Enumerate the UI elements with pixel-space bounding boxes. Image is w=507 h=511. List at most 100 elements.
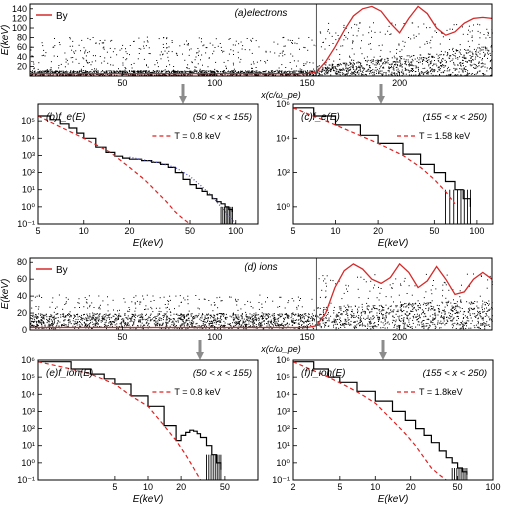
particle-dot bbox=[60, 73, 61, 75]
particle-dot bbox=[221, 300, 223, 302]
particle-dot bbox=[213, 50, 215, 52]
particle-dot bbox=[418, 33, 420, 35]
particle-dot bbox=[468, 72, 470, 74]
particle-dot bbox=[180, 71, 182, 73]
particle-dot bbox=[212, 70, 214, 72]
particle-dot bbox=[223, 314, 225, 316]
particle-dot bbox=[380, 59, 382, 61]
particle-dot bbox=[308, 37, 310, 38]
particle-dot bbox=[303, 322, 305, 324]
particle-dot bbox=[477, 313, 479, 315]
particle-dot bbox=[327, 29, 329, 30]
particle-dot bbox=[391, 74, 393, 76]
particle-dot bbox=[139, 314, 141, 316]
particle-dot bbox=[254, 315, 256, 317]
particle-dot bbox=[326, 285, 327, 287]
particle-dot bbox=[400, 308, 402, 310]
particle-dot bbox=[419, 303, 420, 304]
particle-dot bbox=[283, 327, 285, 329]
particle-dot bbox=[36, 295, 38, 297]
particle-dot bbox=[66, 72, 68, 74]
particle-dot bbox=[281, 327, 283, 329]
particle-dot bbox=[167, 322, 169, 324]
particle-dot bbox=[278, 55, 280, 57]
particle-dot bbox=[143, 298, 145, 300]
particle-dot bbox=[124, 67, 126, 68]
particle-dot bbox=[399, 325, 401, 326]
particle-dot bbox=[218, 71, 219, 73]
particle-dot bbox=[242, 321, 244, 323]
particle-dot bbox=[385, 61, 387, 63]
particle-dot bbox=[224, 325, 225, 327]
particle-dot bbox=[474, 64, 476, 66]
particle-dot bbox=[396, 64, 398, 65]
particle-dot bbox=[214, 68, 216, 70]
particle-dot bbox=[427, 310, 429, 312]
particle-dot bbox=[139, 71, 141, 73]
particle-dot bbox=[312, 323, 314, 325]
particle-dot bbox=[237, 51, 239, 53]
particle-dot bbox=[76, 321, 78, 323]
particle-dot bbox=[232, 50, 234, 52]
particle-dot bbox=[439, 43, 441, 45]
particle-dot bbox=[296, 74, 298, 75]
particle-dot bbox=[253, 71, 255, 73]
particle-dot bbox=[245, 311, 247, 313]
particle-dot bbox=[130, 64, 132, 66]
particle-dot bbox=[265, 50, 267, 52]
particle-dot bbox=[251, 314, 253, 316]
particle-dot bbox=[151, 71, 153, 73]
panel-b-ytick-label: 10³ bbox=[22, 150, 35, 160]
particle-dot bbox=[446, 301, 448, 303]
particle-dot bbox=[345, 319, 347, 321]
particle-dot bbox=[459, 44, 461, 46]
particle-dot bbox=[441, 301, 443, 303]
particle-dot bbox=[339, 58, 341, 60]
particle-dot bbox=[118, 315, 120, 317]
particle-dot bbox=[485, 324, 487, 326]
particle-dot bbox=[144, 324, 146, 326]
particle-dot bbox=[193, 72, 195, 74]
particle-dot bbox=[169, 64, 171, 66]
particle-dot bbox=[140, 301, 142, 303]
particle-dot bbox=[165, 71, 167, 73]
particle-dot bbox=[325, 315, 327, 317]
particle-dot bbox=[439, 74, 441, 76]
particle-dot bbox=[427, 61, 429, 63]
particle-dot bbox=[313, 74, 315, 76]
particle-dot bbox=[77, 318, 79, 320]
panel-a-frame bbox=[29, 3, 493, 77]
particle-dot bbox=[480, 328, 481, 329]
particle-dot bbox=[438, 308, 440, 309]
particle-dot bbox=[191, 324, 193, 326]
particle-dot bbox=[439, 322, 441, 324]
particle-dot bbox=[337, 65, 339, 67]
particle-dot bbox=[263, 317, 264, 319]
particle-dot bbox=[143, 41, 145, 43]
particle-dot bbox=[360, 311, 362, 313]
particle-dot bbox=[95, 323, 97, 325]
particle-dot bbox=[440, 320, 442, 322]
particle-dot bbox=[286, 315, 288, 317]
particle-dot bbox=[224, 71, 226, 73]
particle-dot bbox=[490, 319, 492, 321]
particle-dot bbox=[341, 323, 343, 325]
particle-dot bbox=[240, 308, 242, 310]
particle-dot bbox=[267, 316, 269, 317]
particle-dot bbox=[329, 69, 331, 70]
particle-dot bbox=[32, 61, 34, 63]
particle-dot bbox=[404, 41, 406, 43]
particle-dot bbox=[366, 74, 367, 76]
particle-dot bbox=[332, 69, 334, 71]
particle-dot bbox=[252, 320, 254, 322]
particle-dot bbox=[146, 294, 148, 296]
particle-dot bbox=[425, 291, 427, 293]
particle-dot bbox=[132, 74, 134, 76]
particle-dot bbox=[338, 71, 340, 73]
particle-dot bbox=[107, 62, 109, 64]
particle-dot bbox=[201, 70, 203, 72]
particle-dot bbox=[109, 70, 111, 72]
particle-dot bbox=[384, 60, 386, 62]
particle-dot bbox=[127, 317, 129, 319]
particle-dot bbox=[368, 32, 370, 34]
